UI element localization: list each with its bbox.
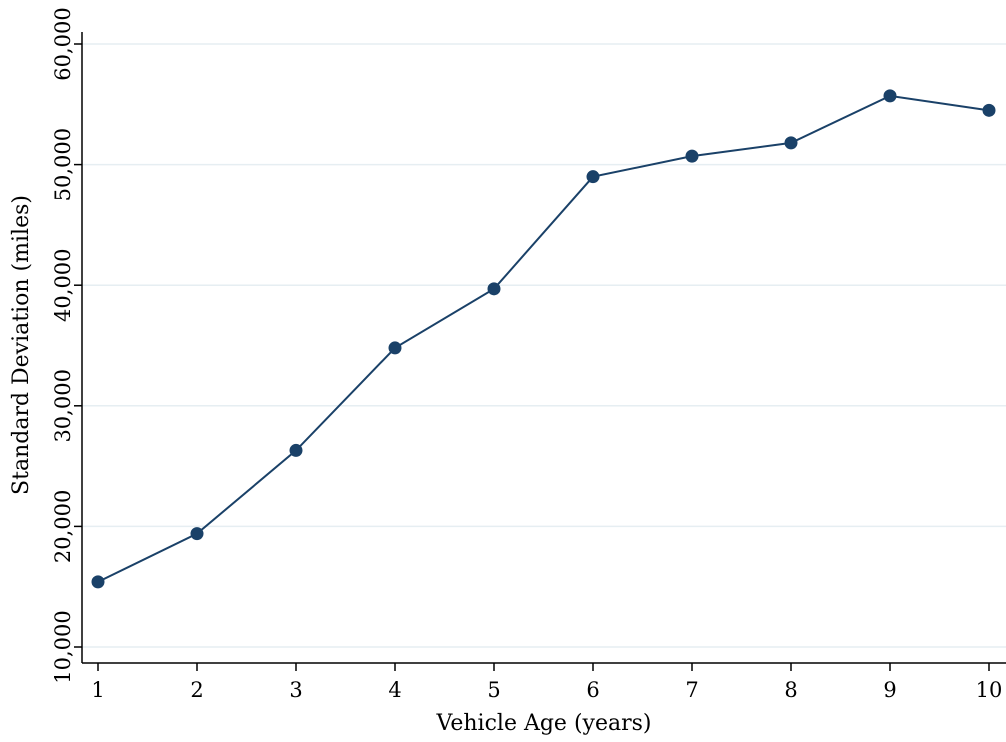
series-line (97, 94, 990, 583)
x-tick-label: 4 (388, 678, 401, 702)
data-point (91, 575, 105, 589)
x-tick-label: 8 (784, 678, 797, 702)
data-point (982, 103, 996, 117)
data-series (91, 89, 996, 589)
data-point (487, 282, 501, 296)
x-tick-label: 5 (487, 678, 500, 702)
y-axis-ticks: 10,000 20,000 30,000 40,000 50,000 60,000 (51, 7, 82, 684)
y-tick-label: 20,000 (51, 490, 75, 563)
x-tick-label: 7 (685, 678, 698, 702)
gridlines (82, 43, 1006, 648)
x-tick-label: 3 (289, 678, 302, 702)
data-point (388, 341, 402, 355)
y-tick-label: 60,000 (51, 7, 75, 80)
y-tick-label: 40,000 (51, 248, 75, 321)
x-tick-label: 10 (976, 678, 1003, 702)
data-point (784, 136, 798, 150)
y-tick-label: 30,000 (51, 369, 75, 442)
x-axis-title: Vehicle Age (years) (436, 711, 652, 736)
x-tick-label: 2 (190, 678, 203, 702)
data-point (883, 89, 897, 103)
axes (81, 32, 1006, 664)
y-tick-label: 50,000 (51, 128, 75, 201)
x-axis-ticks: 1 2 3 4 5 6 7 8 9 10 (91, 663, 1002, 702)
data-point (586, 170, 600, 184)
y-tick-label: 10,000 (51, 610, 75, 683)
data-point (685, 149, 699, 163)
x-tick-label: 1 (91, 678, 104, 702)
y-axis-title: Standard Deviation (miles) (9, 195, 34, 495)
x-tick-label: 6 (586, 678, 599, 702)
x-tick-label: 9 (883, 678, 896, 702)
data-point (289, 443, 303, 457)
data-point (190, 527, 204, 541)
